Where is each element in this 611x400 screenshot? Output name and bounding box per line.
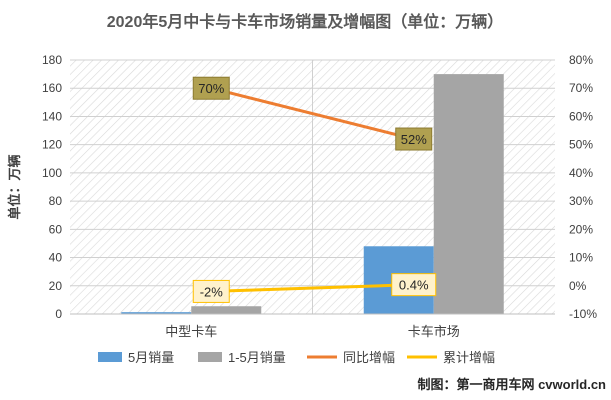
- legend-label-1: 1-5月销量: [228, 350, 286, 365]
- right-tick-label-4: 30%: [569, 194, 593, 208]
- data-label-2-0: 70%: [198, 81, 224, 96]
- series-line-3: [211, 283, 414, 293]
- bars: [121, 74, 504, 314]
- right-tick-label-9: 80%: [569, 53, 593, 67]
- left-tick-label-0: 0: [55, 307, 62, 321]
- left-tick-label-5: 100: [42, 166, 62, 180]
- legend-label-3: 累计增幅: [443, 350, 495, 365]
- right-tick-label-6: 50%: [569, 138, 593, 152]
- right-tick-label-3: 20%: [569, 222, 593, 236]
- right-tick-label-1: 0%: [569, 279, 587, 293]
- legend: 5月销量 1-5月销量 同比增幅 累计增幅: [98, 350, 495, 365]
- left-tick-label-4: 80: [49, 194, 63, 208]
- right-axis: -10% 0% 10% 20% 30% 40% 50% 60% 70% 80%: [569, 53, 597, 321]
- left-tick-label-8: 160: [42, 81, 62, 95]
- legend-label-2: 同比增幅: [343, 350, 395, 365]
- data-label-3-0: -2%: [200, 284, 224, 299]
- right-tick-label-0: -10%: [569, 307, 597, 321]
- right-tick-label-7: 60%: [569, 109, 593, 123]
- left-tick-label-7: 140: [42, 109, 62, 123]
- left-tick-label-6: 120: [42, 138, 62, 152]
- y-axis-label: 单位：万辆: [7, 154, 22, 219]
- bar-1-1: [433, 74, 504, 314]
- legend-swatch-0: [98, 352, 122, 362]
- watermark: 制图：第一商用车网 cvworld.cn: [417, 377, 606, 392]
- left-tick-label-2: 40: [49, 251, 63, 265]
- legend-swatch-1: [198, 352, 222, 362]
- data-label-box-2-0: [192, 76, 230, 100]
- data-label-box-2-1: [395, 127, 433, 151]
- right-tick-label-5: 40%: [569, 166, 593, 180]
- bar-0-0: [121, 312, 192, 314]
- data-label-box-3-1: [391, 273, 437, 297]
- category-label-0: 中型卡车: [165, 324, 217, 339]
- x-axis: 中型卡车 卡车市场: [70, 313, 555, 339]
- data-labels: 70% 52% -2% 0.4%: [192, 76, 437, 303]
- data-label-2-1: 52%: [401, 132, 427, 147]
- category-label-1: 卡车市场: [408, 324, 460, 339]
- data-label-3-1: 0.4%: [399, 278, 429, 293]
- data-label-box-3-0: [192, 279, 230, 303]
- chart-title: 2020年5月中卡与卡车市场销量及增幅图（单位：万辆）: [107, 12, 504, 31]
- bar-1-0: [191, 306, 262, 314]
- left-tick-label-9: 180: [42, 53, 62, 67]
- left-axis: 0 20 40 60 80 100 120 140 160 180: [42, 53, 62, 321]
- left-tick-label-3: 60: [49, 222, 63, 236]
- series-line-2: [210, 86, 415, 141]
- series-lines: [210, 86, 415, 293]
- right-tick-label-2: 10%: [569, 251, 593, 265]
- left-tick-label-1: 20: [49, 279, 63, 293]
- legend-label-0: 5月销量: [128, 350, 174, 365]
- right-tick-label-8: 70%: [569, 81, 593, 95]
